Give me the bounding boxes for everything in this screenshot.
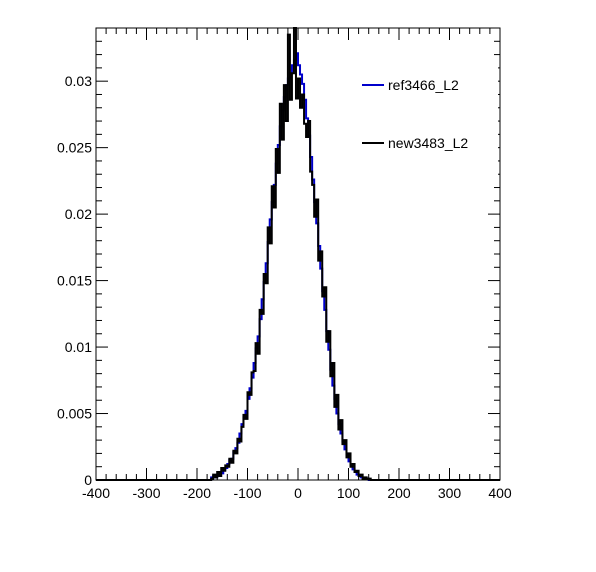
legend-box (358, 58, 498, 178)
x-tick-label: 100 (337, 485, 361, 501)
axes: -400 -300 -200 -100 0 100 200 300 400 0 0.005 0.01 0… (57, 27, 512, 501)
y-tick-label: 0.02 (65, 206, 92, 222)
y-tick-label: 0 (84, 472, 92, 488)
x-tick-label: 200 (387, 485, 411, 501)
x-tick-label: -200 (183, 485, 211, 501)
legend-label-ref: ref3466_L2 (388, 77, 459, 93)
y-tick-label: 0.01 (65, 339, 92, 355)
x-tick-label: -100 (233, 485, 261, 501)
legend: ref3466_L2 new3483_L2 (358, 58, 498, 178)
x-tick-label: 0 (294, 485, 302, 501)
x-tick-label: -300 (132, 485, 160, 501)
y-tick-label: 0.005 (57, 406, 92, 422)
x-tick-label: 400 (488, 485, 512, 501)
plot-area (96, 27, 500, 481)
series-line-new (96, 27, 500, 481)
legend-label-new: new3483_L2 (388, 135, 468, 151)
y-tick-label: 0.015 (57, 273, 92, 289)
x-tick-label: -400 (82, 485, 110, 501)
y-tick-label: 0.025 (57, 140, 92, 156)
x-tick-label: 300 (438, 485, 462, 501)
y-tick-label: 0.03 (65, 73, 92, 89)
